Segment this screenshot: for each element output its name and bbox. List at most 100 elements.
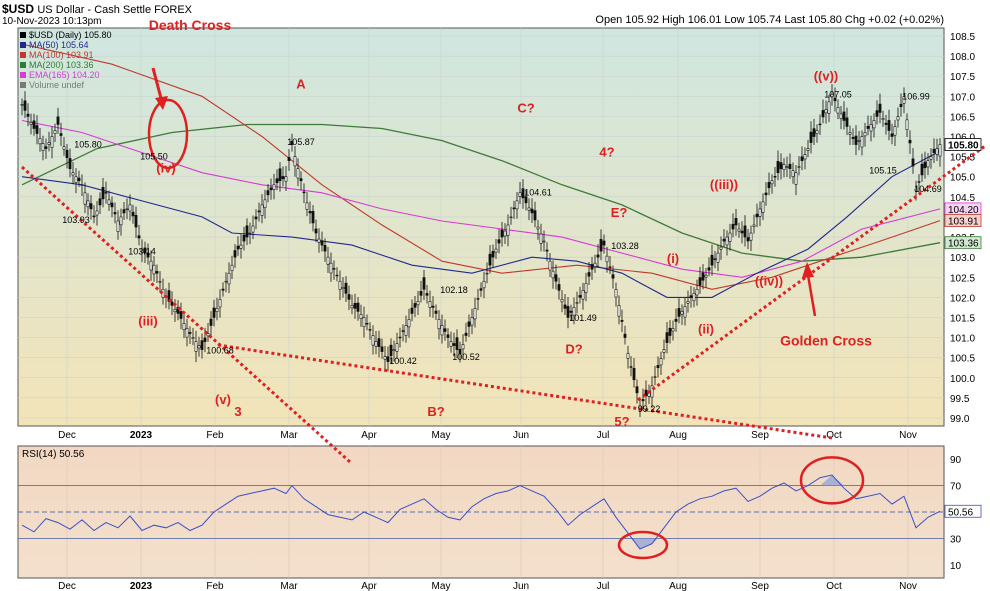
price-bar-body [308, 211, 312, 214]
price-bar-body [530, 208, 534, 214]
price-bar-body [821, 110, 825, 118]
price-tick-label: 107.5 [950, 72, 975, 83]
month-tick-label: Jul [597, 430, 610, 441]
price-bar-body [365, 322, 369, 325]
price-bar-body [233, 250, 237, 258]
price-bar-body [266, 190, 270, 196]
price-bar-body [773, 176, 777, 178]
price-bar-body [77, 177, 81, 182]
price-value-label: 107.05 [824, 89, 852, 99]
price-bar-body [92, 215, 96, 218]
price-bar-body [884, 122, 888, 125]
price-bar-body [383, 356, 387, 360]
price-bar-body [590, 264, 594, 270]
price-bar-body [239, 244, 243, 249]
price-bar-body [134, 214, 138, 228]
price-bar-body [143, 247, 147, 254]
price-bar-body [149, 260, 153, 271]
price-bar-body [476, 298, 480, 300]
price-bar-body [377, 338, 381, 347]
price-bar-body [632, 368, 636, 381]
price-bar-body [200, 340, 204, 350]
price-bar-body [824, 109, 828, 114]
price-value-label: 100.52 [452, 352, 480, 362]
month-tick-label: Mar [280, 430, 298, 441]
price-bar-body [779, 162, 783, 170]
price-bar-body [470, 317, 474, 326]
price-bar-body [44, 146, 48, 149]
price-bar-body [242, 234, 246, 242]
price-bar-body [428, 301, 432, 308]
price-bar-body [254, 216, 258, 220]
price-bar-body [152, 264, 156, 275]
price-value-label: 104.61 [524, 187, 552, 197]
price-bar-body [785, 166, 789, 168]
rsi-tick-label: 30 [950, 534, 962, 545]
price-bar-body [572, 307, 576, 316]
value-tag-label: 104.20 [948, 205, 979, 216]
price-value-label: 103.28 [611, 241, 639, 251]
price-bar-body [284, 176, 288, 182]
price-bar-body [482, 280, 486, 289]
rsi-overbought-ellipse [799, 456, 865, 505]
value-tag [944, 236, 982, 250]
price-bar-body [740, 230, 744, 234]
price-bar-body [203, 337, 207, 342]
price-bar-body [68, 158, 72, 170]
price-bar-body [923, 161, 927, 169]
price-bar-body [464, 332, 468, 336]
price-value-label: 105.87 [287, 137, 315, 147]
wave-label: ((iv)) [755, 273, 783, 288]
price-bar-body [332, 268, 336, 270]
price-bar-body [917, 181, 921, 183]
price-bar-body [749, 232, 753, 241]
legend-swatch [20, 72, 26, 78]
price-bar-body [521, 188, 525, 199]
price-bar-body [119, 216, 123, 226]
price-bar-body [545, 249, 549, 252]
price-bar-body [800, 156, 804, 161]
price-bar-body [851, 137, 855, 139]
price-bar-body [500, 229, 504, 238]
price-bar-body [74, 176, 78, 183]
price-value-label: 100.42 [389, 356, 417, 366]
legend-swatch [20, 42, 26, 48]
price-bar-body [236, 245, 240, 250]
ma100-line [21, 43, 941, 290]
price-bar-body [452, 343, 456, 346]
price-bar-body [410, 307, 414, 314]
price-bar-body [518, 192, 522, 197]
price-bar-body [89, 203, 93, 210]
price-value-label: 105.80 [74, 140, 102, 150]
price-bar-body [461, 344, 465, 350]
wave-label: A [296, 76, 306, 91]
price-bar-body [764, 192, 768, 196]
chart-description: US Dollar - Cash Settle FOREX [37, 4, 193, 16]
price-bar-body [875, 110, 879, 117]
price-bar-body [617, 305, 621, 317]
month-tick-label: Aug [669, 581, 687, 591]
price-bar-body [323, 245, 327, 252]
price-bar-body [872, 120, 876, 129]
price-bar-body [41, 143, 45, 151]
price-bar-body [206, 333, 210, 337]
price-bar-body [836, 107, 840, 114]
price-bar-body [671, 328, 675, 332]
price-tick-label: 107.0 [950, 92, 975, 103]
price-bar-body [422, 277, 426, 290]
price-tick-label: 103.0 [950, 253, 975, 264]
price-bar-body [209, 318, 213, 326]
price-bar-body [788, 163, 792, 170]
price-bar-body [386, 356, 390, 362]
wave-label: (v) [215, 392, 231, 407]
price-bar-body [56, 116, 60, 125]
price-bar-body [527, 207, 531, 211]
month-tick-label: Feb [206, 430, 224, 441]
price-bar-body [389, 344, 393, 356]
price-bar-body [938, 144, 942, 157]
price-bar-body [848, 132, 852, 135]
month-tick-label: May [432, 430, 451, 441]
price-bar-body [782, 164, 786, 170]
price-bar-body [887, 120, 891, 131]
price-bar-body [224, 280, 228, 283]
